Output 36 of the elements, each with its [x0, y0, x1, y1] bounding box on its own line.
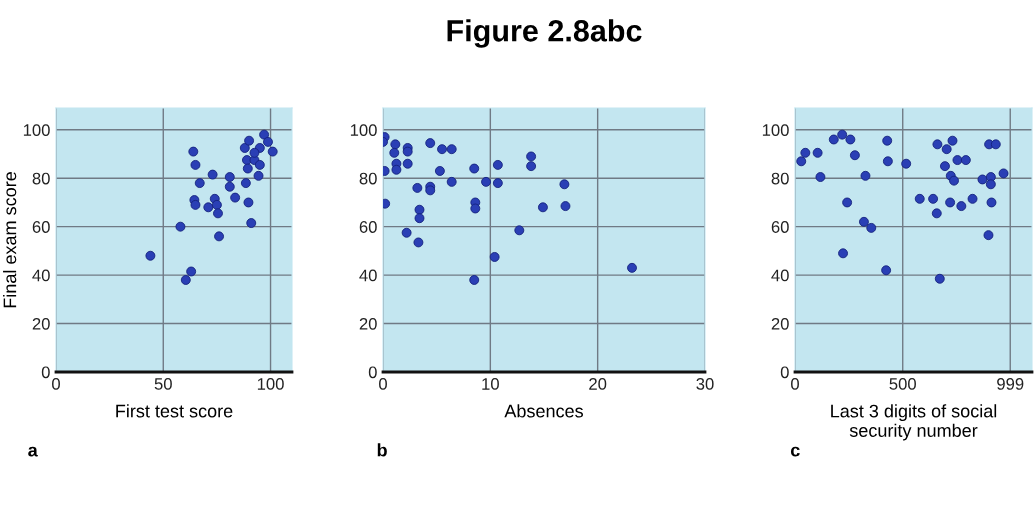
- y-tick-label: 60: [32, 221, 50, 233]
- text: a: [28, 446, 38, 457]
- y-tick-label: 80: [771, 172, 789, 185]
- y-tick-label: 60: [771, 221, 789, 233]
- y-tick-label: 0: [368, 366, 377, 379]
- y-tick-label: 60: [359, 221, 377, 233]
- x-tick-label: 500: [889, 378, 916, 390]
- x-tick-label: 50: [154, 378, 172, 390]
- x-axis-title: Absences: [504, 404, 583, 418]
- y-tick-label: 80: [32, 172, 50, 185]
- x-tick-label: 0: [791, 378, 799, 390]
- x-tick-label: 10: [482, 378, 499, 390]
- text: b: [377, 443, 387, 457]
- y-tick-label: 0: [41, 366, 50, 379]
- y-tick-label: 20: [771, 317, 789, 330]
- x-tick-label: 30: [696, 378, 714, 390]
- y-axis-title: Final exam score: [3, 172, 17, 308]
- chart-title: Figure 2.8abc: [447, 19, 642, 48]
- x-tick-label: 100: [257, 378, 284, 390]
- x-tick-label: 999: [997, 378, 1024, 390]
- y-tick-label: 40: [32, 269, 50, 282]
- y-tick-label: 80: [359, 172, 377, 185]
- text: c: [790, 446, 800, 457]
- x-tick-label: 20: [589, 378, 607, 390]
- x-axis-title: First test score: [116, 404, 233, 418]
- y-tick-label: 20: [359, 317, 377, 330]
- y-tick-label: 100: [23, 124, 50, 136]
- x-axis-title: Last 3 digits of social security number: [831, 404, 997, 441]
- y-tick-label: 20: [32, 317, 50, 330]
- y-tick-label: 0: [780, 366, 789, 379]
- y-tick-label: 100: [350, 124, 377, 136]
- x-tick-label: 0: [52, 378, 60, 390]
- y-tick-label: 40: [771, 269, 789, 282]
- x-tick-label: 0: [379, 378, 387, 390]
- y-tick-label: 40: [359, 269, 377, 282]
- y-tick-label: 100: [762, 124, 789, 136]
